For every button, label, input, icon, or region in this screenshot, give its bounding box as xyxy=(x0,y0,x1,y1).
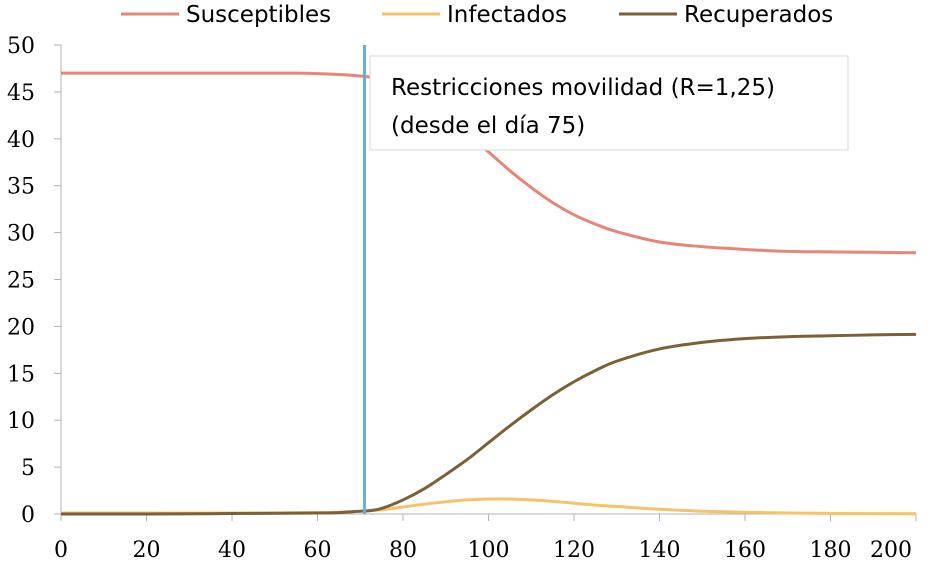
y-tick-label: 25 xyxy=(7,269,35,294)
series-line-recuperados xyxy=(60,332,917,516)
annotation-box: Restricciones movilidad (R=1,25) (desde … xyxy=(369,55,849,151)
x-tick-label: 120 xyxy=(553,538,595,562)
annotation-background xyxy=(369,55,849,151)
y-tick-label: 5 xyxy=(21,456,35,481)
legend: Susceptibles Infectados Recuperados xyxy=(121,2,833,28)
legend-item-susceptibles: Susceptibles xyxy=(121,2,331,28)
y-tick-label: 20 xyxy=(7,315,35,340)
y-tick-label: 15 xyxy=(7,362,35,387)
annotation-line-2: (desde el día 75) xyxy=(391,113,585,139)
y-tick-label: 0 xyxy=(21,503,35,528)
x-tick-label: 20 xyxy=(133,538,161,562)
x-tick-label: 80 xyxy=(389,538,417,562)
legend-label-susceptibles: Susceptibles xyxy=(186,2,331,28)
x-ticks: 0 20 40 60 80 100 120 140 160 180 200 xyxy=(54,514,917,562)
y-tick-label: 35 xyxy=(7,175,35,200)
annotation-line-1: Restricciones movilidad (R=1,25) xyxy=(391,75,775,101)
legend-item-infectados: Infectados xyxy=(382,2,567,28)
series-line-infectados xyxy=(60,497,917,516)
x-tick-label: 180 xyxy=(810,538,852,562)
y-tick-label: 10 xyxy=(7,409,35,434)
y-tick-label: 50 xyxy=(7,34,35,59)
x-tick-label: 0 xyxy=(54,538,68,562)
x-tick-label: 60 xyxy=(304,538,332,562)
legend-item-recuperados: Recuperados xyxy=(619,2,833,28)
x-tick-label: 200 xyxy=(870,538,912,562)
y-tick-label: 40 xyxy=(7,128,35,153)
y-tick-label: 30 xyxy=(7,222,35,247)
x-tick-label: 140 xyxy=(639,538,681,562)
legend-label-infectados: Infectados xyxy=(447,2,567,28)
y-ticks: 0 5 10 15 20 25 30 35 40 45 50 xyxy=(7,34,61,528)
y-tick-label: 45 xyxy=(7,81,35,106)
legend-label-recuperados: Recuperados xyxy=(684,2,833,28)
x-tick-label: 40 xyxy=(218,538,246,562)
x-tick-label: 100 xyxy=(468,538,510,562)
x-tick-label: 160 xyxy=(724,538,766,562)
